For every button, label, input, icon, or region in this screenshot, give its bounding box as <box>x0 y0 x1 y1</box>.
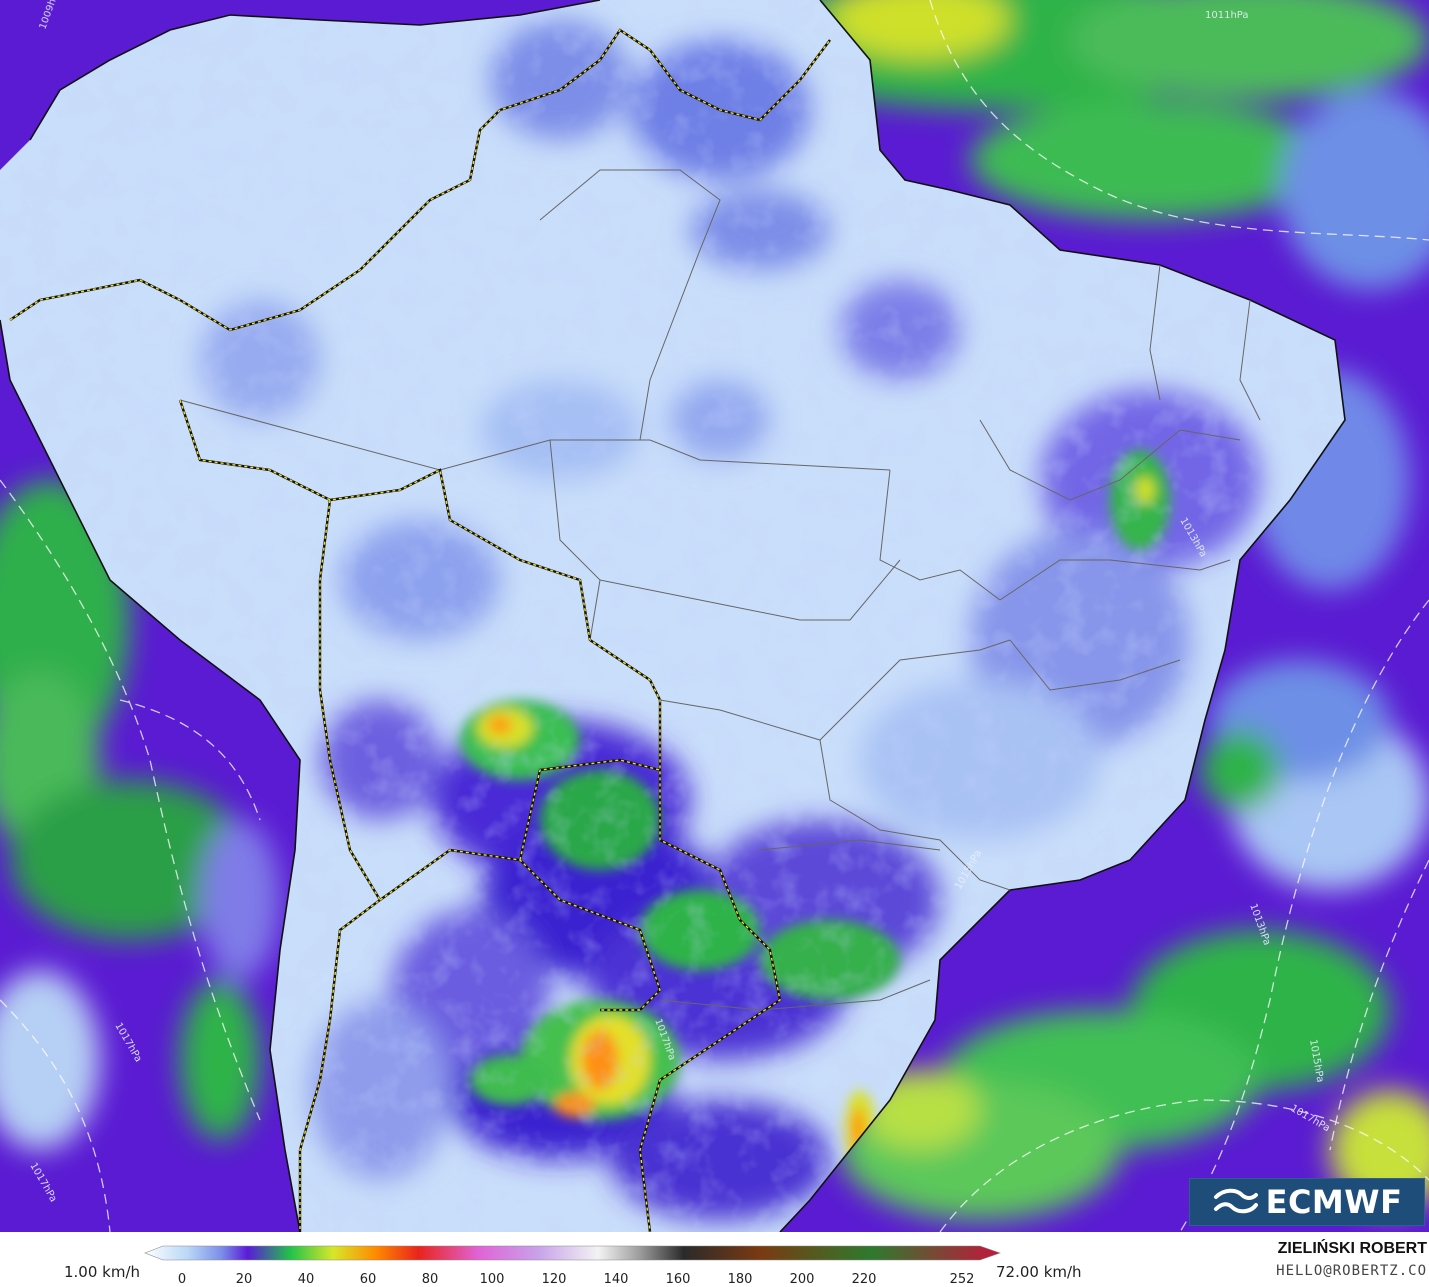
scale-min-label: 1.00 km/h <box>64 1263 141 1281</box>
scale-tick: 120 <box>541 1272 567 1287</box>
scale-tick: 200 <box>789 1272 815 1287</box>
wind-gust-map: 1011hPa 1013hPa 1013hPa 1015hPa 1015hPa … <box>0 0 1429 1232</box>
legend-footer: 1.00 km/h 72.00 km/h 0 20 40 60 80 100 1… <box>0 1232 1429 1287</box>
author-email: HELLO@ROBERTZ.CO <box>1276 1263 1427 1279</box>
ecmwf-logo: ECMWF <box>1189 1178 1425 1226</box>
scale-tick: 220 <box>851 1272 877 1287</box>
author-name: ZIELIŃSKI ROBERT <box>1277 1240 1427 1257</box>
scale-tick: 100 <box>479 1272 505 1287</box>
scale-tick: 160 <box>665 1272 691 1287</box>
scale-tick: 0 <box>177 1272 187 1287</box>
scale-max-label: 72.00 km/h <box>996 1263 1082 1281</box>
scale-tick: 20 <box>235 1272 253 1287</box>
color-scale-bar <box>144 1245 1001 1261</box>
scale-tick: 80 <box>421 1272 439 1287</box>
isobar-label: 1011hPa <box>1205 10 1249 21</box>
scale-tick: 40 <box>297 1272 315 1287</box>
scale-tick: 180 <box>727 1272 753 1287</box>
scale-tick: 140 <box>603 1272 629 1287</box>
scale-tick: 60 <box>359 1272 377 1287</box>
scale-tick: 252 <box>949 1272 975 1287</box>
ecmwf-emblem-icon <box>1213 1188 1258 1214</box>
ecmwf-logo-text: ECMWF <box>1265 1183 1403 1221</box>
